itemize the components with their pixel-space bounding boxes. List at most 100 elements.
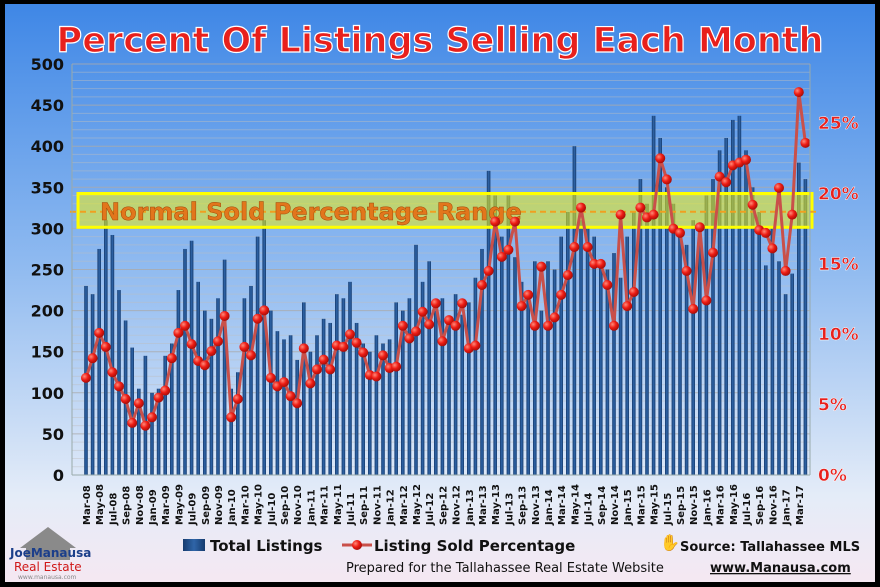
x-axis-tick-label: Jul-08 [108,493,119,526]
bar [183,248,187,475]
line-point [609,320,619,331]
logo-line2: Real Estate [14,560,82,574]
bar [434,310,438,475]
left-axis-tick-label: 50 [42,425,64,444]
bar [797,162,801,475]
bar [473,277,478,475]
x-axis-tick-label: Jan-11 [306,489,317,526]
line-point [378,350,388,361]
line-point [556,289,567,300]
x-axis-tick-label: Nov-12 [452,485,463,525]
bar [744,150,748,475]
x-axis-tick-label: Sep-15 [676,486,687,525]
bar [203,310,207,475]
bar [420,281,425,475]
line-point [292,398,303,409]
bar [704,195,709,475]
right-axis-tick-label: 20% [818,184,859,204]
left-axis-tick-label: 250 [31,261,64,280]
bar [618,277,623,475]
line-point [483,265,494,276]
house-icon [20,527,76,560]
line-point [714,171,725,182]
x-axis-tick-label: Sep-09 [201,486,212,525]
left-axis-tick-label: 350 [31,178,64,197]
bar [480,248,484,475]
bar [467,302,471,475]
right-axis-tick-label: 15% [818,255,859,275]
bar [572,146,577,475]
bar [599,261,603,475]
bar [546,261,550,475]
legend-bars-swatch [183,539,205,551]
bar [216,298,220,475]
line-point [397,320,408,331]
line-point [543,320,553,331]
line-point [417,306,428,317]
x-axis-tick-label: Jul-11 [346,493,357,526]
bar [533,261,537,475]
legend-line-marker [352,540,362,550]
bar [222,259,227,475]
bar [724,137,728,476]
line-point [404,333,415,344]
right-axis-tick-label: 25% [818,114,859,134]
line-point [173,327,184,338]
line-point [681,265,692,276]
bar [361,343,365,475]
line-point [523,289,534,300]
logo-line1: JoeManausa [9,546,91,560]
bar [242,298,247,475]
x-axis-tick-label: May-12 [412,484,423,525]
bar [552,269,557,475]
line-point [94,327,105,338]
x-axis-tick-label: Jul-14 [584,493,595,526]
line-point [648,209,659,220]
line-point [87,353,98,364]
source-label: Source: Tallahassee MLS [680,540,860,555]
line-point [437,336,448,347]
line-point [325,364,336,375]
line-point [615,209,626,220]
bar [90,294,95,475]
normal-range-band: Normal Sold Percentage Range [70,191,818,229]
bar [110,234,115,475]
x-axis-tick-label: Jan-14 [544,489,555,526]
x-axis-tick-label: Sep-13 [518,486,529,525]
right-axis-tick-label: 0% [818,466,847,486]
bar [335,294,339,475]
x-axis-tick-label: Sep-08 [122,486,133,525]
line-point [767,243,778,254]
line-point [298,343,309,354]
line-point [120,393,131,404]
left-axis-tick-label: 150 [31,343,64,362]
line-point [279,377,289,388]
line-point [444,315,454,326]
bar [691,220,695,475]
left-axis-tick-label: 400 [31,137,64,156]
x-axis-tick-label: Jul-15 [663,493,674,526]
bar [368,351,372,475]
line-point [562,270,573,281]
line-point [219,310,230,321]
line-point [529,320,540,331]
line-point [166,353,177,364]
x-axis-tick-label: Nov-13 [531,485,542,525]
bar [559,236,563,475]
line-point [595,258,606,269]
bar [315,335,319,475]
bar [698,236,702,475]
line-point [741,154,751,165]
website-link[interactable]: www.Manausa.com [710,561,851,576]
line-point [305,378,316,389]
x-axis-tick-label: Jul-13 [504,493,515,526]
line-point [318,354,329,365]
x-axis-tick-label: Jul-10 [267,493,278,526]
bar [486,170,491,476]
bar [671,203,676,476]
bar [137,388,141,475]
x-axis-tick-label: Mar-10 [240,485,251,525]
line-point [721,177,732,188]
bar [777,261,781,475]
bar [381,343,385,475]
